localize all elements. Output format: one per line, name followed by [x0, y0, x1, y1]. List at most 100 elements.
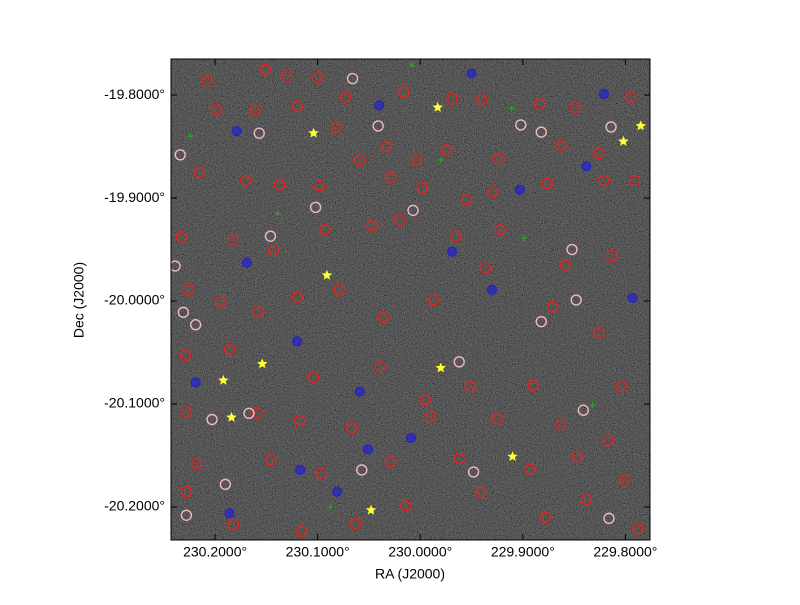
source-plus — [409, 62, 416, 69]
source-disc — [627, 292, 638, 304]
source-ring — [295, 526, 307, 538]
y-tick-label: -19.9000° — [104, 189, 165, 205]
source-ring — [219, 478, 232, 491]
source-ring — [559, 259, 571, 271]
sky-image — [171, 59, 650, 540]
source-ring — [180, 509, 193, 521]
source-ring — [427, 294, 440, 306]
source-ring — [446, 93, 458, 105]
source-ring — [206, 413, 218, 426]
y-tick-label: -19.8000° — [104, 86, 165, 102]
source-ring — [605, 121, 617, 133]
y-axis-label: Dec (J2000) — [71, 262, 87, 338]
source-star — [226, 411, 237, 422]
source-disc — [231, 125, 242, 137]
source-ring — [174, 149, 186, 161]
source-ring — [223, 343, 236, 356]
source-ring — [535, 126, 547, 138]
source-ring — [555, 139, 567, 152]
source-ring — [372, 120, 384, 132]
source-star — [321, 269, 333, 280]
source-star — [618, 135, 629, 146]
source-ring — [524, 463, 536, 475]
source-plus — [437, 156, 444, 163]
source-ring — [189, 319, 202, 331]
source-ring — [453, 452, 465, 465]
source-plus — [274, 210, 281, 217]
source-ring — [527, 379, 539, 392]
source-ring — [398, 86, 410, 98]
source-ring — [182, 284, 195, 296]
source-star — [435, 362, 446, 373]
source-ring — [210, 103, 222, 116]
x-tick-label: 230.2000° — [183, 544, 247, 560]
source-disc — [486, 284, 498, 295]
source-ring — [177, 306, 190, 319]
source-ring — [384, 456, 397, 468]
source-ring — [555, 418, 567, 431]
source-ring — [580, 494, 593, 506]
source-ring — [264, 453, 277, 466]
source-ring — [480, 262, 492, 274]
source-ring — [546, 301, 559, 313]
source-ring — [214, 296, 226, 308]
source-star — [218, 374, 229, 385]
source-ring — [319, 224, 331, 236]
source-ring — [606, 250, 618, 262]
source-ring — [281, 70, 293, 83]
source-ring — [487, 186, 499, 198]
source-disc — [362, 444, 374, 455]
source-ring — [535, 315, 547, 328]
source-ring — [274, 178, 286, 191]
source-ring — [291, 100, 303, 113]
source-ring — [192, 166, 205, 178]
source-disc — [295, 464, 306, 476]
source-ring — [475, 486, 487, 499]
source-ring — [602, 434, 614, 446]
source-ring — [424, 410, 437, 423]
source-star — [507, 451, 518, 461]
source-ring — [240, 174, 252, 187]
source-ring — [577, 404, 590, 416]
x-tick-label: 229.8000° — [593, 544, 657, 560]
source-ring — [598, 174, 610, 187]
source-ring — [190, 458, 203, 470]
source-ring — [571, 450, 583, 463]
source-star — [308, 127, 319, 138]
source-ring — [493, 153, 505, 165]
source-ring — [441, 143, 453, 156]
source-ring — [491, 412, 503, 425]
source-ring — [180, 485, 193, 498]
source-ring — [259, 63, 272, 75]
source-ring — [624, 91, 637, 103]
source-ring — [419, 394, 432, 406]
source-ring — [450, 230, 462, 242]
source-ring — [494, 224, 506, 236]
source-ring — [311, 71, 324, 84]
source-ring — [377, 311, 390, 324]
source-ring — [569, 101, 581, 114]
x-tick-label: 229.9000° — [491, 544, 555, 560]
source-ring — [539, 511, 552, 524]
source-disc — [190, 377, 201, 388]
source-ring — [179, 349, 192, 362]
source-ring — [618, 474, 631, 486]
source-disc — [241, 257, 253, 269]
source-ring — [628, 174, 641, 187]
source-ring — [201, 74, 213, 87]
source-ring — [593, 148, 605, 160]
source-ring — [566, 243, 578, 256]
y-tick-label: -20.1000° — [104, 395, 165, 411]
source-star — [432, 101, 443, 112]
source-ring — [453, 356, 465, 368]
source-disc — [466, 68, 477, 79]
source-ring — [264, 230, 277, 242]
source-star — [365, 504, 377, 515]
x-tick-label: 230.1000° — [286, 544, 350, 560]
source-ring — [533, 98, 545, 111]
source-ring — [515, 119, 527, 131]
source-ring — [467, 466, 480, 478]
source-disc — [374, 100, 385, 111]
